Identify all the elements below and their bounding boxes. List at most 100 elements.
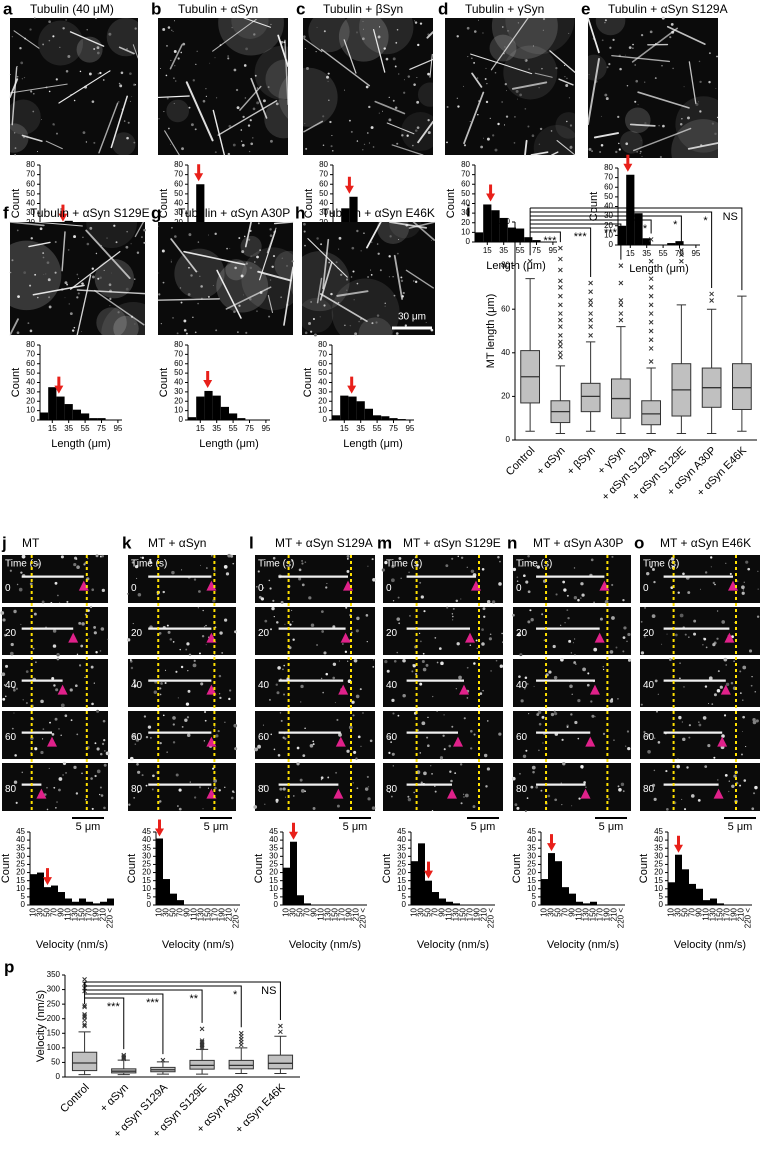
speckle [9, 74, 11, 76]
speckle [413, 791, 415, 794]
speckle [600, 143, 604, 147]
bar [483, 204, 492, 242]
speckle [719, 685, 723, 689]
speckle [723, 714, 727, 717]
x-tick-label: 75 [245, 424, 254, 433]
bar [675, 854, 682, 905]
speckle [748, 649, 753, 653]
speckle [197, 607, 200, 609]
outlier [618, 298, 624, 303]
y-tick-label: 70 [319, 170, 328, 179]
whisker-low [196, 1069, 209, 1075]
kymo-frame [2, 659, 108, 707]
x-tick-label: 70 [176, 907, 185, 916]
speckle [497, 122, 500, 126]
y-axis-label: Count [10, 368, 22, 397]
speckle [416, 100, 420, 104]
speckle [391, 752, 395, 756]
speckle [384, 560, 388, 565]
speckle [566, 594, 569, 597]
speckle [627, 632, 631, 637]
bar [524, 237, 533, 242]
filament [259, 230, 277, 281]
y-axis-label: Count [445, 189, 457, 218]
y-tick-label: 50 [26, 189, 35, 198]
speckle [497, 556, 500, 559]
x-axis-label: Velocity (nm/s) [36, 939, 108, 951]
haze [620, 130, 643, 154]
speckle [315, 51, 317, 53]
speckle [250, 142, 254, 146]
speckle [60, 734, 62, 737]
speckle [140, 556, 142, 559]
speckle [164, 669, 167, 671]
x-tick-label: 10 [667, 907, 676, 916]
speckle [649, 30, 653, 34]
y-tick-label: 30 [16, 851, 25, 860]
speckle [69, 688, 73, 692]
speckle [126, 136, 129, 140]
speckle [76, 273, 79, 276]
speckle [219, 696, 222, 700]
speckle [90, 665, 94, 669]
speckle [707, 744, 711, 748]
time-label: 40 [131, 680, 143, 691]
speckle [62, 774, 64, 776]
speckle [400, 276, 403, 279]
haze [401, 112, 441, 152]
speckle [237, 331, 239, 333]
time-label: 60 [5, 732, 17, 743]
speckle [371, 241, 373, 243]
bar [642, 238, 651, 245]
bar [304, 903, 311, 905]
speckle [73, 765, 77, 770]
speckle [627, 658, 632, 662]
speckle [538, 143, 541, 146]
filament [303, 38, 323, 53]
speckle [126, 48, 128, 50]
speckle [185, 702, 190, 706]
whisker-high [555, 365, 566, 401]
speckle [43, 274, 45, 275]
speckle [67, 54, 71, 58]
speckle [218, 789, 221, 792]
speckle [291, 260, 294, 263]
speckle [440, 661, 444, 666]
speckle [240, 129, 243, 131]
speckle [582, 667, 586, 672]
x-axis-label: Velocity (nm/s) [674, 939, 746, 951]
filament [386, 122, 415, 135]
bar [290, 841, 297, 905]
end-marker [453, 736, 463, 747]
speckle [166, 624, 169, 627]
speckle [615, 646, 618, 649]
end-marker [713, 788, 724, 799]
speckle [137, 592, 142, 597]
micrograph [445, 18, 575, 155]
speckle [231, 26, 233, 29]
speckle [419, 640, 422, 643]
speckle [651, 614, 656, 618]
speckle [177, 57, 180, 60]
mean-arrow [674, 835, 683, 853]
speckle [205, 95, 208, 98]
panel-title: MT + αSyn E46K [660, 536, 751, 550]
filament [157, 95, 190, 99]
speckle [218, 674, 222, 678]
speckle [20, 623, 22, 625]
speckle [742, 665, 747, 670]
speckle [1, 672, 6, 677]
speckle [325, 672, 329, 676]
speckle [334, 702, 336, 704]
speckle [268, 698, 271, 701]
speckle [625, 142, 629, 146]
speckle [388, 276, 390, 278]
speckle [393, 294, 396, 297]
speckle [215, 734, 219, 738]
outlier [558, 245, 563, 251]
speckle [303, 222, 306, 226]
y-tick-label: 40 [26, 199, 35, 208]
haze [331, 278, 400, 347]
speckle [442, 734, 445, 737]
mean-arrow [58, 204, 68, 222]
